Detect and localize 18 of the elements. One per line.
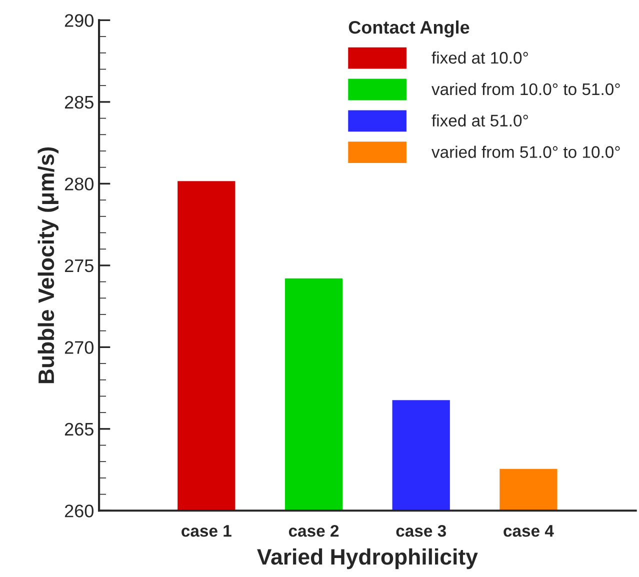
y-tick-label: 275: [64, 259, 94, 272]
y-tick-label: 290: [64, 14, 94, 27]
y-axis-title: Bubble Velocity (μm/s): [38, 147, 59, 384]
legend-title: Contact Angle: [348, 20, 470, 38]
legend-label: varied from 51.0° to 10.0°: [432, 146, 620, 158]
x-tick-label: case 3: [396, 524, 446, 537]
y-tick-label: 265: [64, 422, 94, 436]
x-tick-label: case 4: [504, 525, 554, 537]
x-tick-label: case 1: [182, 525, 232, 537]
legend-label: fixed at 51.0°: [432, 114, 528, 127]
y-tick-label: 260: [64, 504, 94, 518]
x-tick-label: case 2: [288, 524, 339, 537]
legend-label: fixed at 10.0°: [432, 51, 528, 64]
y-tick-label: 270: [64, 341, 94, 354]
y-tick-label: 280: [64, 178, 94, 190]
y-tick-label: 285: [64, 96, 94, 109]
legend-label: varied from 10.0° to 51.0°: [432, 82, 620, 96]
x-axis-title: Varied Hydrophilicity: [257, 548, 478, 570]
